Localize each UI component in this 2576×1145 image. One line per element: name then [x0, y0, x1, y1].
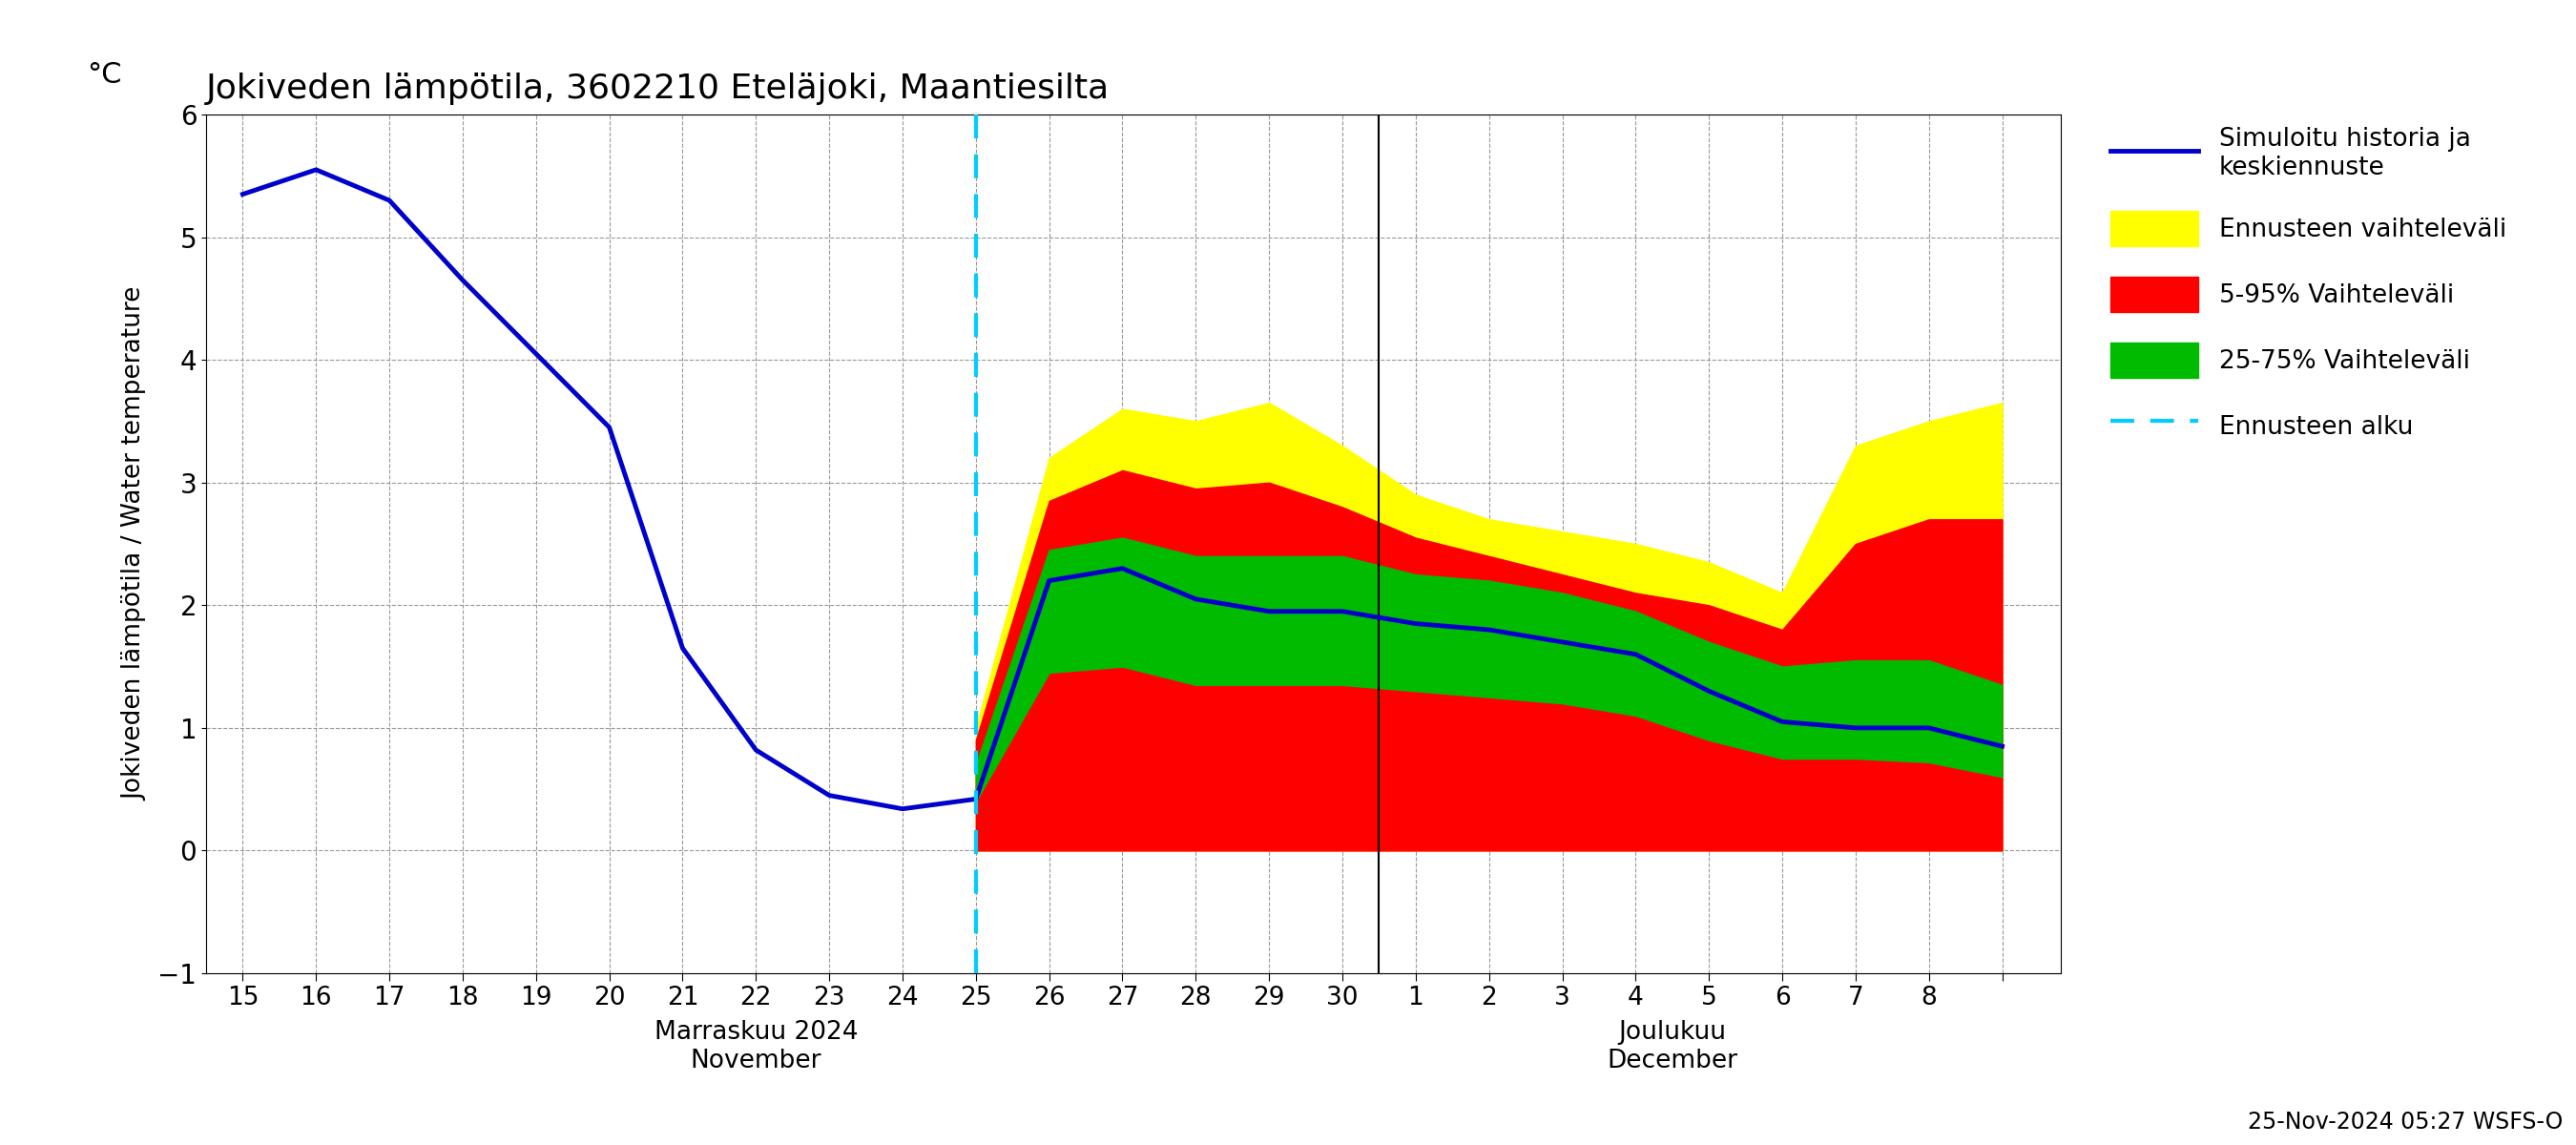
Y-axis label: Jokiveden lämpötila / Water temperature: Jokiveden lämpötila / Water temperature — [124, 287, 147, 800]
Text: 25-Nov-2024 05:27 WSFS-O: 25-Nov-2024 05:27 WSFS-O — [2249, 1111, 2563, 1134]
Text: Jokiveden lämpötila, 3602210 Eteläjoki, Maantiesilta: Jokiveden lämpötila, 3602210 Eteläjoki, … — [206, 73, 1110, 105]
Text: Marraskuu 2024
November: Marraskuu 2024 November — [654, 1020, 858, 1073]
Text: °C: °C — [88, 61, 121, 88]
Legend: Simuloitu historia ja
keskiennuste, Ennusteen vaihteleväli, 5-95% Vaihteleväli, : Simuloitu historia ja keskiennuste, Ennu… — [2110, 127, 2506, 444]
Text: Joulukuu
December: Joulukuu December — [1607, 1020, 1739, 1073]
